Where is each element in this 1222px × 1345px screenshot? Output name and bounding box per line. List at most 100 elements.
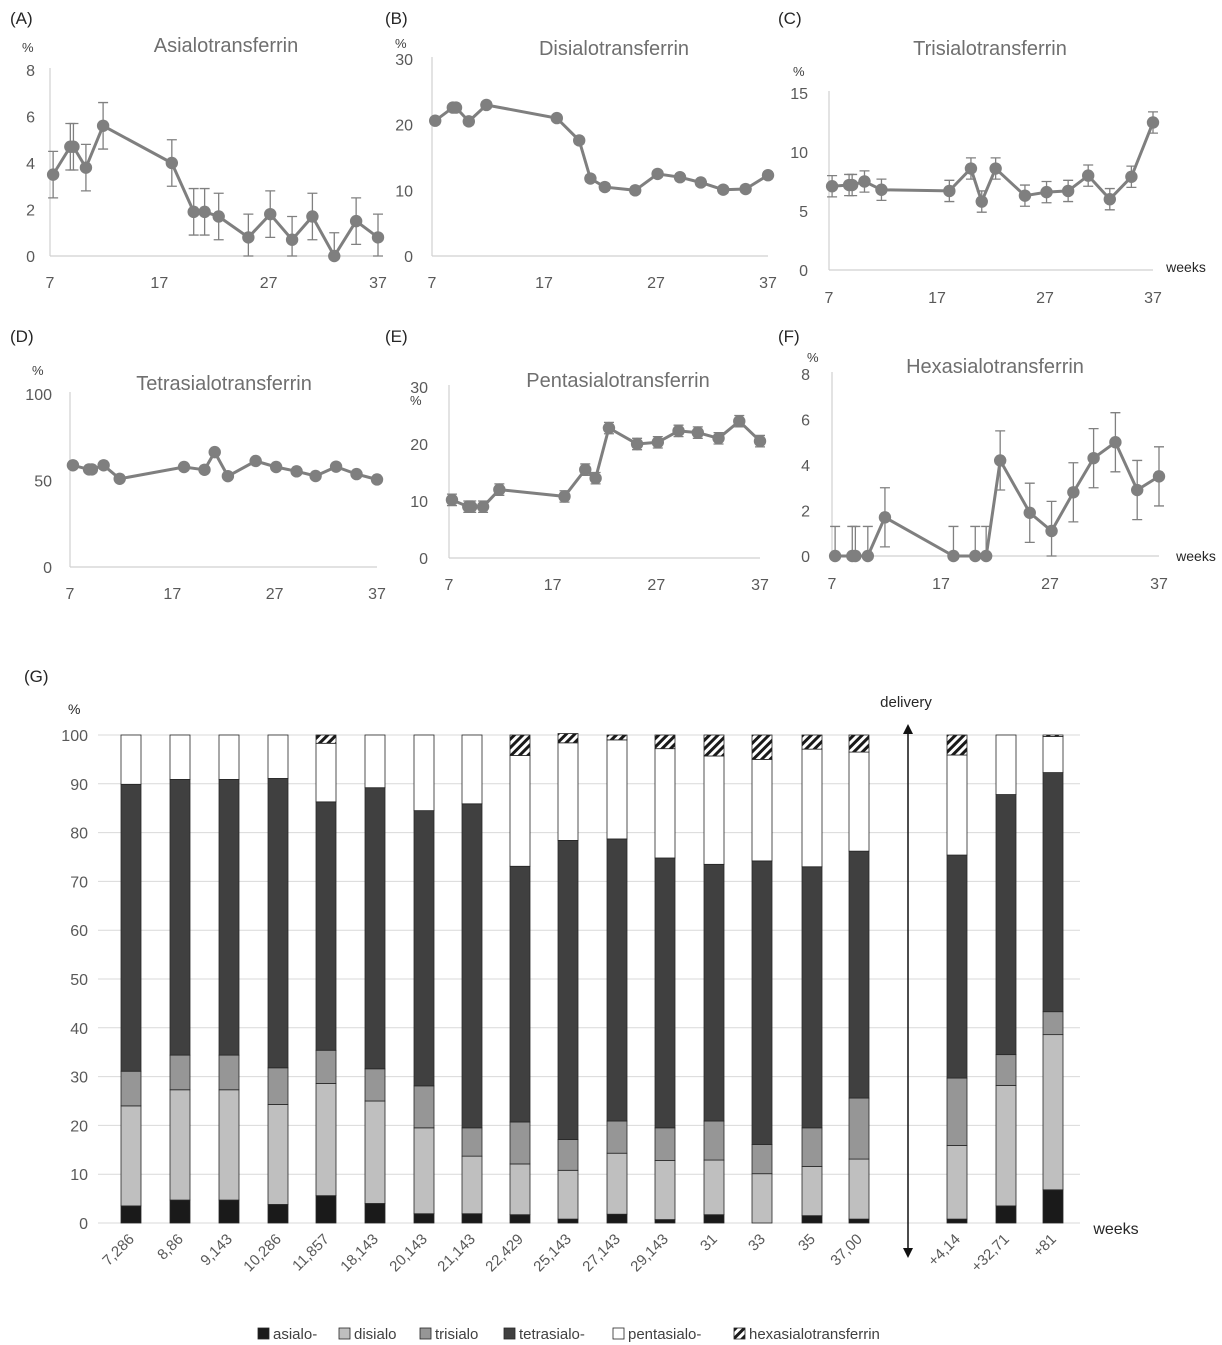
y-tick-label: 8 [801, 367, 810, 384]
y-tick-label: 100 [61, 728, 88, 745]
panel-label: (B) [385, 9, 408, 28]
bar-segment [801, 866, 823, 1129]
y-axis-unit: % [793, 64, 805, 79]
y-tick-label: 80 [70, 826, 88, 843]
legend-swatch [612, 1327, 625, 1340]
bar-segment [120, 783, 142, 1072]
data-point [1082, 169, 1095, 182]
y-tick-label: 10 [395, 183, 413, 200]
bar-segment [557, 1139, 579, 1171]
bar-segment [557, 742, 579, 841]
bar-segment [413, 1085, 435, 1129]
data-point [989, 162, 1002, 175]
bar-segment [413, 810, 435, 1087]
legend-swatch [338, 1327, 351, 1340]
x-tick-label: 7 [46, 275, 55, 292]
x-tick-label: 31 [697, 1231, 721, 1255]
legend-label: tetrasialo- [519, 1326, 585, 1343]
data-point [1103, 193, 1117, 206]
delivery-arrowhead-down [903, 1248, 913, 1258]
panel-label: (E) [385, 327, 408, 346]
panel-label: (A) [10, 9, 33, 28]
bar-segment [315, 801, 337, 1051]
bar-segment [169, 779, 191, 1056]
data-point [1087, 451, 1100, 465]
bar-segment [703, 1159, 725, 1216]
data-point [113, 472, 126, 485]
bar-segment [557, 733, 579, 744]
data-point [733, 415, 746, 428]
data-point [558, 490, 571, 503]
y-tick-label: 100 [25, 387, 52, 404]
chart-title: Hexasialotransferrin [906, 356, 1084, 378]
data-point [349, 214, 363, 228]
delivery-arrowhead-up [903, 724, 913, 734]
bar-segment [461, 1155, 483, 1215]
x-tick-label: 27 [647, 577, 665, 594]
data-point [878, 511, 892, 524]
data-point [249, 454, 262, 468]
legend: asialo-disialo trisialo tetrasialo-pentasi… [257, 1326, 880, 1343]
bar-segment [801, 1215, 823, 1224]
bar-segment [946, 854, 968, 1079]
bar-segment [461, 803, 483, 1129]
bar-segment [751, 734, 773, 760]
bar-segment [413, 1213, 435, 1224]
bar-segment [364, 1068, 386, 1102]
bar-segment [557, 840, 579, 1140]
y-tick-label: 0 [799, 263, 808, 280]
bar-segment [995, 1084, 1017, 1207]
data-point [598, 180, 612, 194]
bar-segment [946, 1077, 968, 1146]
panel-c: (C) Trisialotransferrin% weeks 0 5 10 15 7 17 27 3… [778, 9, 1206, 307]
bar-segment [654, 1219, 676, 1224]
bar-segment [751, 860, 773, 1145]
legend-swatch [257, 1327, 270, 1340]
x-tick-label: 35 [795, 1231, 819, 1255]
data-point [1061, 184, 1075, 198]
bar-segment [654, 1160, 676, 1220]
x-tick-label: 17 [150, 275, 168, 292]
data-point [309, 469, 322, 483]
data-point [329, 460, 343, 473]
data-point [371, 231, 385, 244]
bar-segment [751, 1173, 773, 1224]
data-point [651, 436, 665, 449]
data-point [579, 463, 592, 476]
bar-segment [946, 1145, 968, 1220]
series-line [51, 123, 379, 259]
x-tick-label: 17 [932, 576, 950, 593]
data-point [630, 437, 644, 451]
data-point [753, 434, 767, 448]
bar-segment [461, 1213, 483, 1224]
bar-segment [606, 1213, 628, 1224]
y-axis-unit: % [68, 701, 80, 717]
bar-segment [315, 1195, 337, 1224]
bar-segment [120, 734, 142, 785]
bar-segment [848, 1097, 870, 1160]
y-tick-label: 15 [790, 86, 808, 103]
bar-segment [703, 863, 725, 1122]
bar-segment [703, 755, 725, 865]
bar-segment [995, 734, 1017, 795]
bar-segment [848, 850, 870, 1099]
bar-segment [654, 748, 676, 859]
data-point [242, 231, 255, 244]
data-point [691, 426, 704, 439]
data-point [449, 101, 463, 114]
data-point [828, 549, 842, 563]
y-tick-label: 4 [801, 458, 810, 475]
series-line [831, 121, 1155, 206]
y-tick-label: 6 [801, 413, 810, 430]
legend-label: pentasialo- [628, 1326, 701, 1343]
bar-segment [509, 734, 531, 756]
data-point [694, 176, 707, 189]
bar-segment [995, 1205, 1017, 1224]
panel-label: (C) [778, 9, 802, 28]
legend-label: trisialo [435, 1326, 478, 1343]
data-point [861, 549, 875, 563]
data-point [979, 549, 993, 563]
data-point [187, 205, 200, 219]
x-tick-label: 37 [368, 586, 386, 603]
data-point [947, 549, 960, 563]
